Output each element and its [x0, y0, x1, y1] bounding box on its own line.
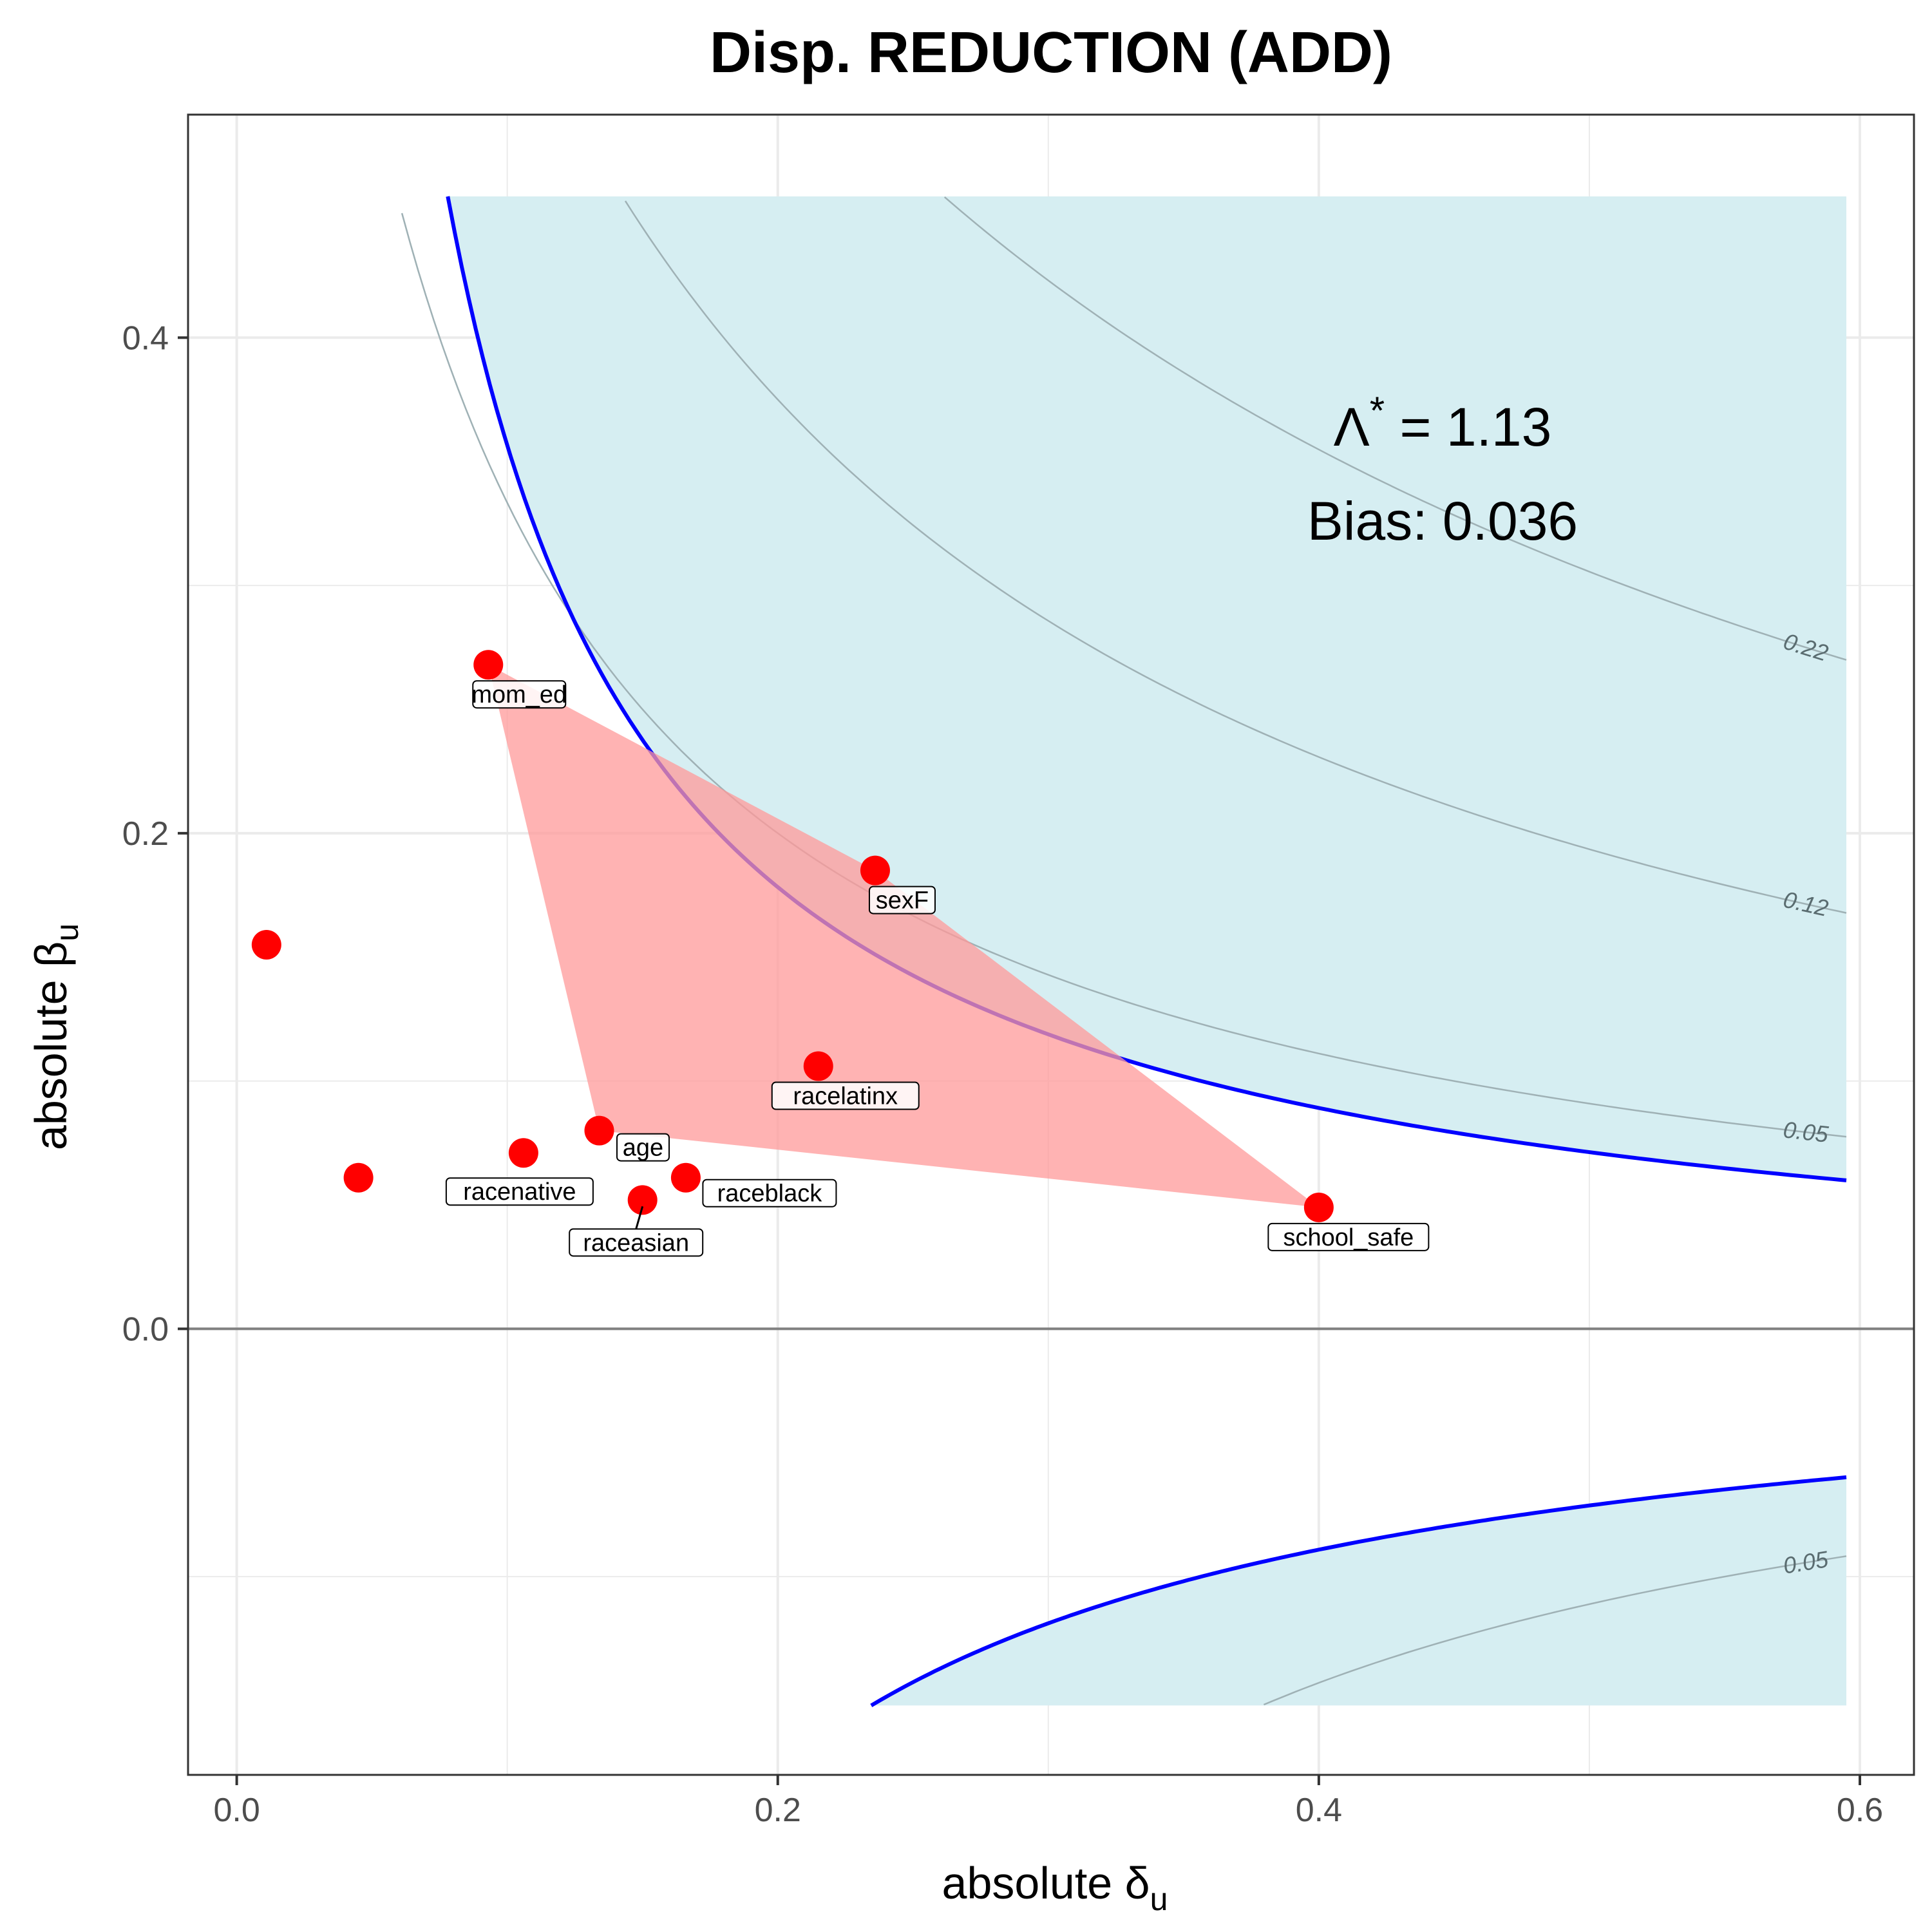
- confounding-region-lower: [871, 1477, 1846, 1706]
- y-axis-title-main: absolute β: [26, 942, 76, 1150]
- data-point: [473, 650, 504, 680]
- point-label-box: [1267, 1222, 1430, 1251]
- point-labels: mom_ed sexF racelatinx age racenative racebla…: [445, 680, 1430, 1257]
- boundary-curve-lower: [870, 1475, 1847, 1707]
- point-label-box: [472, 680, 567, 709]
- data-point: [343, 1162, 374, 1193]
- x-tick-label: 0.2: [755, 1792, 801, 1829]
- lambda-annotation: Λ* = 1.13: [1334, 389, 1552, 457]
- lambda-symbol: Λ: [1334, 397, 1370, 457]
- y-axis-title: absolute βu: [26, 923, 85, 1150]
- y-tick-label: 0.0: [122, 1311, 169, 1348]
- point-label-box: [771, 1081, 920, 1110]
- x-axis-title-sub: u: [1150, 1881, 1168, 1917]
- point-label-text: racelatinx: [793, 1083, 898, 1110]
- data-point: [1303, 1192, 1334, 1222]
- point-label-text: mom_ed: [471, 681, 567, 708]
- data-points: [251, 650, 1334, 1222]
- point-label-box: [868, 886, 936, 914]
- bias-annotation: Bias: 0.036: [1307, 491, 1578, 551]
- contour-label: 0.05: [1782, 1116, 1830, 1148]
- data-point: [803, 1051, 833, 1081]
- lambda-value: = 1.13: [1385, 397, 1551, 457]
- data-point: [860, 855, 890, 886]
- x-axis-title-main: absolute δ: [942, 1858, 1150, 1908]
- data-point: [584, 1115, 614, 1146]
- y-tick-label: 0.4: [122, 319, 169, 357]
- data-point: [627, 1185, 658, 1215]
- x-axis-title: absolute δu: [942, 1858, 1168, 1917]
- point-label-box: [445, 1177, 594, 1206]
- y-axis-title-sub: u: [49, 923, 85, 942]
- lambda-star: *: [1370, 389, 1385, 432]
- chart-title: Disp. REDUCTION (ADD): [710, 21, 1392, 85]
- point-label-box: [569, 1228, 704, 1257]
- convex-hull: [488, 665, 1319, 1208]
- plot-frame: [187, 113, 1915, 1776]
- contour-line: [401, 213, 1847, 1138]
- x-tick-label: 0.4: [1296, 1792, 1342, 1829]
- point-label-text: age: [623, 1135, 663, 1162]
- point-label-text: school_safe: [1283, 1224, 1414, 1251]
- y-tick-label: 0.2: [122, 815, 169, 853]
- contour-line: [624, 200, 1847, 914]
- x-tick-label: 0.6: [1837, 1792, 1883, 1829]
- panel-border: [187, 113, 1915, 1776]
- point-label-text: raceasian: [583, 1229, 689, 1256]
- data-point: [670, 1162, 701, 1193]
- label-leader-line: [635, 1206, 644, 1229]
- axis-ticks: 0.0 0.2 0.4 0.6 0.0 0.2 0.4: [122, 319, 1883, 1829]
- confounding-region-upper: [448, 196, 1847, 1180]
- contour-line-negative: [1263, 1555, 1847, 1706]
- point-label-text: raceblack: [717, 1180, 823, 1208]
- data-point: [508, 1138, 538, 1168]
- confounding-region: [448, 196, 1847, 1706]
- hull-polygon: [488, 665, 1319, 1208]
- data-point: [251, 930, 281, 960]
- contour-line: [943, 196, 1847, 661]
- point-label-box: [702, 1179, 837, 1208]
- point-label-text: sexF: [876, 887, 929, 914]
- point-label-box: [616, 1133, 670, 1162]
- point-label-text: racenative: [463, 1179, 576, 1206]
- x-tick-label: 0.0: [213, 1792, 260, 1829]
